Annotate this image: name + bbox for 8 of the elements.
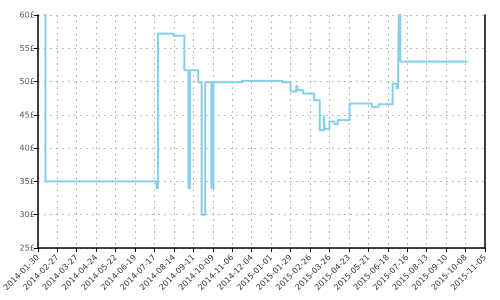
y-tick-label: 30£ (20, 210, 35, 220)
y-tick-label: 50£ (20, 77, 35, 86)
y-tick-label: 35£ (20, 176, 35, 186)
y-tick-label: 25£ (20, 244, 35, 252)
y-tick-label: 55£ (20, 44, 35, 53)
y-tick-label: 40£ (20, 144, 35, 153)
y-tick-label: 45£ (20, 110, 35, 120)
y-tick-label: 60£ (20, 10, 35, 20)
